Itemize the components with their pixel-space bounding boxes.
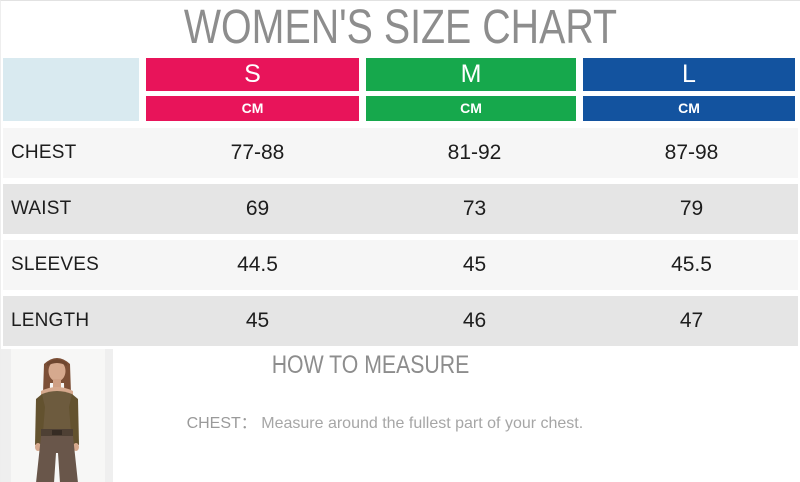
cell-waist-l: 79 [679,197,704,220]
measure-heading: HOW TO MEASURE [271,351,470,379]
table-row-waist: WAIST 69 73 79 [3,184,798,234]
size-column-m: M CM [366,58,576,121]
cell-chest-l: 87-98 [664,141,719,164]
measure-instruction-waist: WAIST： Measure around the narrowest part… [113,465,628,482]
cell-chest-m: 81-92 [447,141,502,164]
cell-length-l: 47 [679,309,704,332]
cell-sleeves-m: 45 [462,253,487,276]
size-table-body: CHEST 77-88 81-92 87-98 WAIST 69 73 79 S… [1,128,800,346]
cell-length-s: 45 [245,309,270,332]
table-row-chest: CHEST 77-88 81-92 87-98 [3,128,798,178]
row-label: LENGTH [11,310,90,331]
size-header-m: M [366,58,576,91]
size-column-s: S CM [146,58,359,121]
unit-cell-m: CM [366,96,576,121]
cell-sleeves-s: 44.5 [237,253,278,276]
cell-length-m: 46 [462,309,487,332]
cell-waist-s: 69 [245,197,270,220]
size-header-l: L [583,58,795,91]
how-to-measure-content: HOW TO MEASURE CHEST： Measure around the… [113,349,628,482]
size-header-s: S [146,58,359,91]
unit-cell-l: CM [583,96,795,121]
cell-waist-m: 73 [462,197,487,220]
unit-cell-s: CM [146,96,359,121]
page-title: WOMEN'S SIZE CHART [183,1,618,54]
table-row-length: LENGTH 45 46 47 [3,296,798,346]
row-label: CHEST [11,142,77,163]
row-label: WAIST [11,198,72,219]
model-photo [1,349,113,482]
cell-chest-s: 77-88 [230,141,285,164]
cell-sleeves-l: 45.5 [671,253,712,276]
measure-label: CHEST： [186,415,257,432]
measure-instruction-chest: CHEST： Measure around the fullest part o… [113,391,628,451]
how-to-measure-section: HOW TO MEASURE CHEST： Measure around the… [1,349,800,482]
size-column-l: L CM [583,58,795,121]
measure-text: Measure around the fullest part of your … [256,415,584,432]
row-label: SLEEVES [11,254,100,275]
header-corner-cell [3,58,139,121]
table-row-sleeves: SLEEVES 44.5 45 45.5 [3,240,798,290]
model-photo-illustration [1,349,113,482]
size-header-row: S CM M CM L CM [3,58,798,121]
